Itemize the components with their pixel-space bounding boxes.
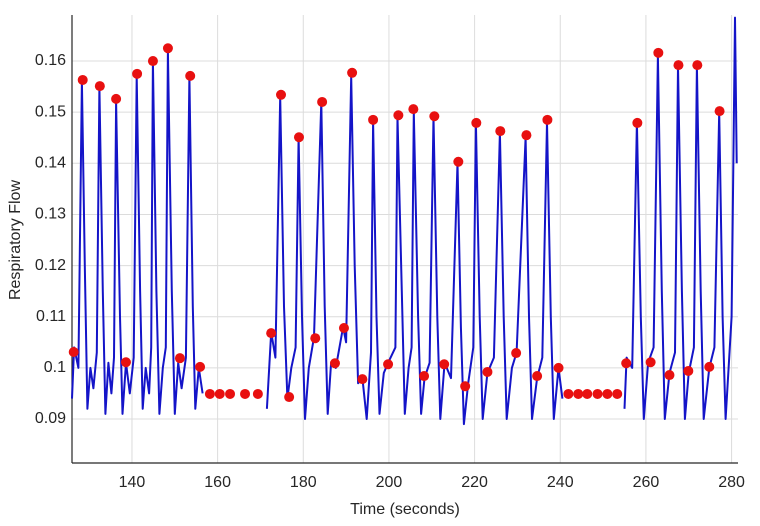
peak-marker <box>310 333 321 344</box>
flow-line <box>71 16 738 426</box>
peak-marker <box>284 392 295 403</box>
peak-marker <box>542 114 553 125</box>
x-tick-label: 280 <box>718 474 745 491</box>
y-axis-label: Respiratory Flow <box>7 180 24 300</box>
y-tick-label: 0.15 <box>35 103 66 120</box>
peak-marker <box>582 388 593 399</box>
peak-marker <box>553 362 564 373</box>
y-tick-label: 0.09 <box>35 410 66 427</box>
y-tick-label: 0.16 <box>35 52 66 69</box>
peak-marker <box>692 60 703 71</box>
peak-marker <box>521 130 532 141</box>
peak-marker <box>419 371 430 382</box>
peak-marker <box>293 132 304 143</box>
x-axis-label: Time (seconds) <box>350 501 460 518</box>
peak-marker <box>329 358 340 369</box>
peak-marker <box>195 361 206 372</box>
peak-marker <box>132 68 143 79</box>
peak-marker <box>602 388 613 399</box>
peak-marker <box>439 359 450 370</box>
peak-marker <box>276 89 287 100</box>
peak-marker <box>225 388 236 399</box>
peak-marker <box>714 106 725 117</box>
peak-marker <box>147 56 158 67</box>
peak-marker <box>185 70 196 81</box>
peak-marker <box>120 357 131 368</box>
x-tick-label: 220 <box>461 474 488 491</box>
peak-marker <box>532 371 543 382</box>
y-tick-label: 0.14 <box>35 155 66 172</box>
peak-marker <box>704 361 715 372</box>
x-tick-label: 240 <box>547 474 574 491</box>
peak-marker <box>383 359 394 370</box>
x-tick-label: 200 <box>376 474 403 491</box>
y-tick-label: 0.1 <box>44 359 66 376</box>
peak-marker <box>204 388 215 399</box>
peak-marker <box>408 104 419 115</box>
peak-marker <box>162 43 173 54</box>
x-tick-label: 260 <box>633 474 660 491</box>
peak-marker <box>511 348 522 359</box>
peak-marker <box>214 388 225 399</box>
peak-marker <box>357 374 368 385</box>
peak-marker <box>573 388 584 399</box>
y-tick-label: 0.12 <box>35 257 66 274</box>
peak-marker <box>592 388 603 399</box>
peak-marker <box>240 388 251 399</box>
peak-marker <box>482 366 493 377</box>
peak-marker <box>111 93 122 104</box>
peak-marker <box>612 388 623 399</box>
peak-marker <box>266 328 277 339</box>
peak-marker <box>68 347 79 358</box>
peak-marker <box>645 357 656 368</box>
peak-marker <box>460 381 471 392</box>
x-tick-label: 180 <box>290 474 317 491</box>
peak-marker <box>338 322 349 333</box>
peak-marker <box>94 81 105 92</box>
peak-marker <box>252 388 263 399</box>
peak-marker <box>393 110 404 121</box>
peak-marker <box>174 353 185 364</box>
peak-marker <box>368 114 379 125</box>
peak-marker <box>621 358 632 369</box>
peak-marker <box>429 111 440 122</box>
peak-marker <box>471 117 482 128</box>
peak-marker <box>673 60 684 71</box>
peak-marker <box>632 117 643 128</box>
x-tick-label: 160 <box>204 474 231 491</box>
peak-marker <box>317 96 328 107</box>
peak-marker <box>664 370 675 381</box>
x-tick-label: 140 <box>119 474 146 491</box>
y-tick-label: 0.13 <box>35 206 66 223</box>
peak-marker <box>495 126 506 137</box>
peak-marker <box>683 365 694 376</box>
peak-marker <box>453 156 464 167</box>
peak-marker <box>347 67 358 78</box>
peak-marker <box>563 388 574 399</box>
peak-marker <box>77 74 88 85</box>
peak-marker <box>653 47 664 58</box>
y-tick-label: 0.11 <box>36 308 66 325</box>
